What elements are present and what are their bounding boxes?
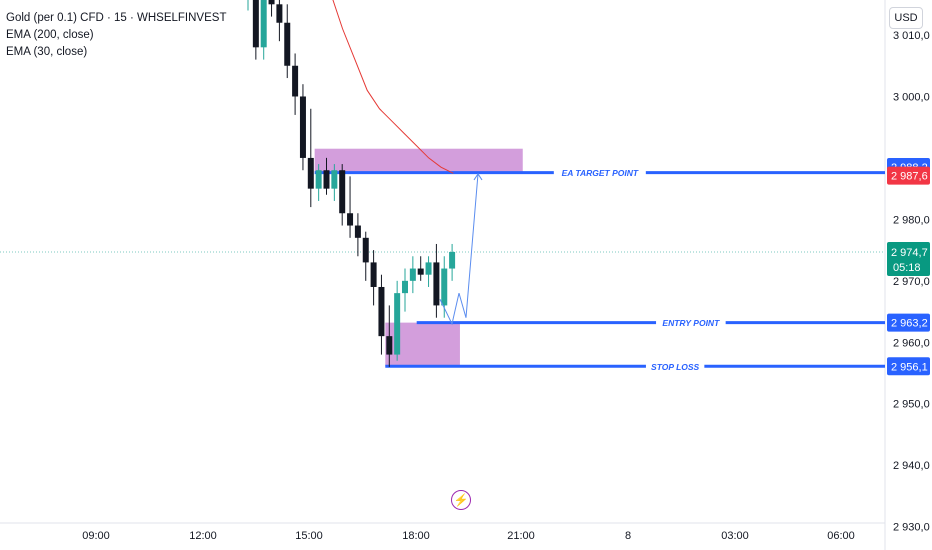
candle-body-20 bbox=[402, 280, 408, 294]
symbol-title[interactable]: Gold (per 0.1) CFD · 15 · WHSELFINVEST bbox=[6, 12, 227, 24]
candle-body-23 bbox=[425, 262, 432, 275]
x-tick-label-0: 09:00 bbox=[82, 530, 110, 542]
y-tick-label-4: 2 960,0 bbox=[893, 337, 930, 349]
entry-tag-bg bbox=[887, 313, 930, 332]
level-label-bg-0 bbox=[553, 166, 646, 179]
target-tag-red-bg bbox=[887, 166, 930, 185]
candle-body-14 bbox=[354, 225, 361, 238]
x-tick-label-1: 12:00 bbox=[189, 530, 217, 542]
x-tick-label-6: 03:00 bbox=[721, 530, 749, 542]
currency-button[interactable]: USD bbox=[889, 7, 923, 29]
candle-body-16 bbox=[370, 262, 377, 287]
y-tick-label-3: 2 970,0 bbox=[893, 276, 930, 288]
candle-body-12 bbox=[339, 170, 346, 214]
candle-body-8 bbox=[307, 157, 314, 189]
candle-body-2 bbox=[260, 0, 267, 48]
candle-body-17 bbox=[378, 286, 385, 337]
candle-body-6 bbox=[292, 65, 299, 97]
ema-200-label[interactable]: EMA (200, close) bbox=[6, 29, 94, 41]
target-tag-red: 2 987,6 bbox=[891, 171, 928, 183]
entry-tag: 2 963,2 bbox=[891, 318, 928, 330]
candle-body-25 bbox=[441, 268, 448, 306]
candle-body-11 bbox=[331, 170, 338, 189]
y-tick-label-1: 3 000,0 bbox=[893, 91, 930, 103]
candle-body-15 bbox=[362, 237, 369, 263]
chart-legend: Gold (per 0.1) CFD · 15 · WHSELFINVEST E… bbox=[6, 10, 226, 61]
y-tick-label-5: 2 950,0 bbox=[893, 399, 930, 411]
y-tick-label-0: 3 010,0 bbox=[893, 30, 930, 42]
candle-body-1 bbox=[252, 0, 259, 48]
level-label-bg-2 bbox=[645, 360, 705, 373]
level-label-bg-1 bbox=[656, 316, 726, 329]
candle-body-26 bbox=[449, 251, 456, 269]
level-label-0: EA TARGET POINT bbox=[562, 168, 639, 178]
x-tick-label-4: 21:00 bbox=[507, 530, 535, 542]
candle-body-22 bbox=[417, 268, 424, 275]
current-price-tag-bg bbox=[887, 241, 930, 276]
zone-0 bbox=[314, 148, 523, 172]
projection-path bbox=[439, 173, 479, 326]
level-label-2: STOP LOSS bbox=[651, 362, 700, 372]
y-tick-label-6: 2 940,0 bbox=[893, 460, 930, 472]
candle-body-19 bbox=[394, 293, 401, 355]
candle-body-10 bbox=[323, 170, 330, 189]
stop-tag-bg bbox=[887, 357, 930, 376]
x-tick-label-3: 18:00 bbox=[402, 530, 430, 542]
candle-body-9 bbox=[315, 170, 322, 189]
stop-tag: 2 956,1 bbox=[891, 361, 928, 373]
level-label-1: ENTRY POINT bbox=[662, 318, 720, 328]
projection-arrow-head bbox=[473, 173, 483, 181]
y-tick-label-7: 2 930,0 bbox=[893, 522, 930, 534]
candle-body-4 bbox=[276, 4, 283, 23]
y-tick-label-2: 2 980,0 bbox=[893, 214, 930, 226]
x-tick-label-7: 06:00 bbox=[827, 530, 855, 542]
candle-body-24 bbox=[433, 262, 440, 306]
x-tick-label-2: 15:00 bbox=[295, 530, 323, 542]
ema-30-label[interactable]: EMA (30, close) bbox=[6, 46, 88, 58]
candle-body-3 bbox=[268, 0, 275, 5]
ema-200-line bbox=[332, 0, 454, 174]
candle-body-21 bbox=[409, 268, 416, 281]
lightning-icon[interactable]: ⚡ bbox=[451, 490, 471, 510]
candle-body-18 bbox=[386, 336, 393, 355]
x-tick-label-5: 8 bbox=[625, 530, 631, 542]
current-price-label: 2 974,7 bbox=[891, 247, 928, 259]
candle-body-7 bbox=[299, 96, 306, 158]
candle-body-13 bbox=[347, 213, 354, 226]
countdown-label: 05:18 bbox=[893, 262, 921, 274]
candle-body-5 bbox=[284, 22, 291, 66]
